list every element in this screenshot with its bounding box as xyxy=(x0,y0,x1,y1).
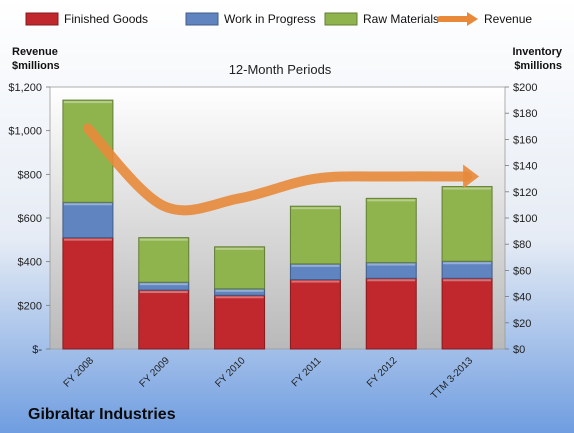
right-tick-label: $60 xyxy=(513,265,531,277)
right-tick-label: $40 xyxy=(513,292,531,304)
bar-work-in-progress xyxy=(62,201,114,239)
left-axis-label: Revenue $millions xyxy=(12,46,60,72)
legend-arrow-revenue xyxy=(467,12,478,26)
legend-label-revenue: Revenue xyxy=(484,12,532,26)
left-tick-label: $600 xyxy=(18,213,42,225)
bar-highlight xyxy=(367,199,416,202)
bar-raw-materials xyxy=(138,237,190,283)
legend-label-finished-goods: Finished Goods xyxy=(64,12,148,26)
bar-highlight xyxy=(139,291,188,294)
revenue-arrowhead xyxy=(463,164,480,189)
legend-label-work-in-progress: Work in Progress xyxy=(224,12,316,26)
revenue-line-layer xyxy=(82,123,480,216)
revenue-line xyxy=(82,123,473,216)
chart-title: 12-Month Periods xyxy=(229,62,332,77)
bar-highlight xyxy=(367,279,416,282)
right-tick-label: $120 xyxy=(513,187,537,199)
right-tick-label: $0 xyxy=(513,344,525,356)
bar-highlight xyxy=(443,279,492,282)
right-tick-label: $80 xyxy=(513,239,531,251)
bar-highlight xyxy=(367,263,416,266)
bar-raw-materials xyxy=(441,186,493,262)
bar-highlight xyxy=(443,262,492,265)
left-tick-label: $800 xyxy=(18,169,42,181)
bar-highlight xyxy=(215,296,264,299)
bar-finished-goods xyxy=(365,277,417,350)
bar-highlight xyxy=(63,101,112,104)
bar-raw-materials xyxy=(289,205,341,265)
bar-work-in-progress xyxy=(214,288,266,296)
right-tick-label: $20 xyxy=(513,318,531,330)
legend-label-raw-materials: Raw Materials xyxy=(363,12,439,26)
bar-finished-goods xyxy=(214,294,266,350)
bar-highlight xyxy=(291,264,340,267)
left-tick-label: $400 xyxy=(18,257,42,269)
bar-finished-goods xyxy=(138,289,190,350)
legend-swatch-raw-materials xyxy=(324,12,358,26)
bar-highlight xyxy=(63,203,112,206)
bar-finished-goods xyxy=(441,277,493,350)
left-tick-label: $200 xyxy=(18,300,42,312)
legend-swatch-finished-goods xyxy=(25,12,59,26)
plot-area xyxy=(49,86,506,350)
bar-raw-materials xyxy=(365,197,417,264)
legend: Finished Goods Work in Progress Raw Materi… xyxy=(25,12,532,26)
right-tick-label: $200 xyxy=(513,82,537,94)
left-axis-ticks: $- $200 $400 $600 $800 $1,000 $1,200 xyxy=(8,82,50,356)
right-tick-label: $140 xyxy=(513,161,537,173)
bar-highlight xyxy=(215,247,264,250)
right-tick-label: $160 xyxy=(513,134,537,146)
left-tick-label: $1,200 xyxy=(8,82,42,94)
bar-highlight xyxy=(215,289,264,292)
legend-swatch-work-in-progress xyxy=(185,12,219,26)
right-tick-label: $100 xyxy=(513,213,537,225)
bar-finished-goods xyxy=(62,237,114,350)
bar-highlight xyxy=(443,187,492,190)
bar-highlight xyxy=(139,283,188,286)
bar-raw-materials xyxy=(214,246,266,290)
bar-highlight xyxy=(291,280,340,283)
right-axis-ticks: $0 $20 $40 $60 $80 $100 $120 $140 $160 $180 $200 xyxy=(505,82,537,356)
left-tick-label: $1,000 xyxy=(8,126,42,138)
bar-highlight xyxy=(291,207,340,210)
bar-finished-goods xyxy=(289,279,341,350)
right-tick-label: $180 xyxy=(513,108,537,120)
company-name: Gibraltar Industries xyxy=(28,406,176,423)
right-axis-label: Inventory $millions xyxy=(512,46,562,72)
bar-highlight xyxy=(63,238,112,241)
left-tick-label: $- xyxy=(32,344,42,356)
bar-highlight xyxy=(139,238,188,241)
